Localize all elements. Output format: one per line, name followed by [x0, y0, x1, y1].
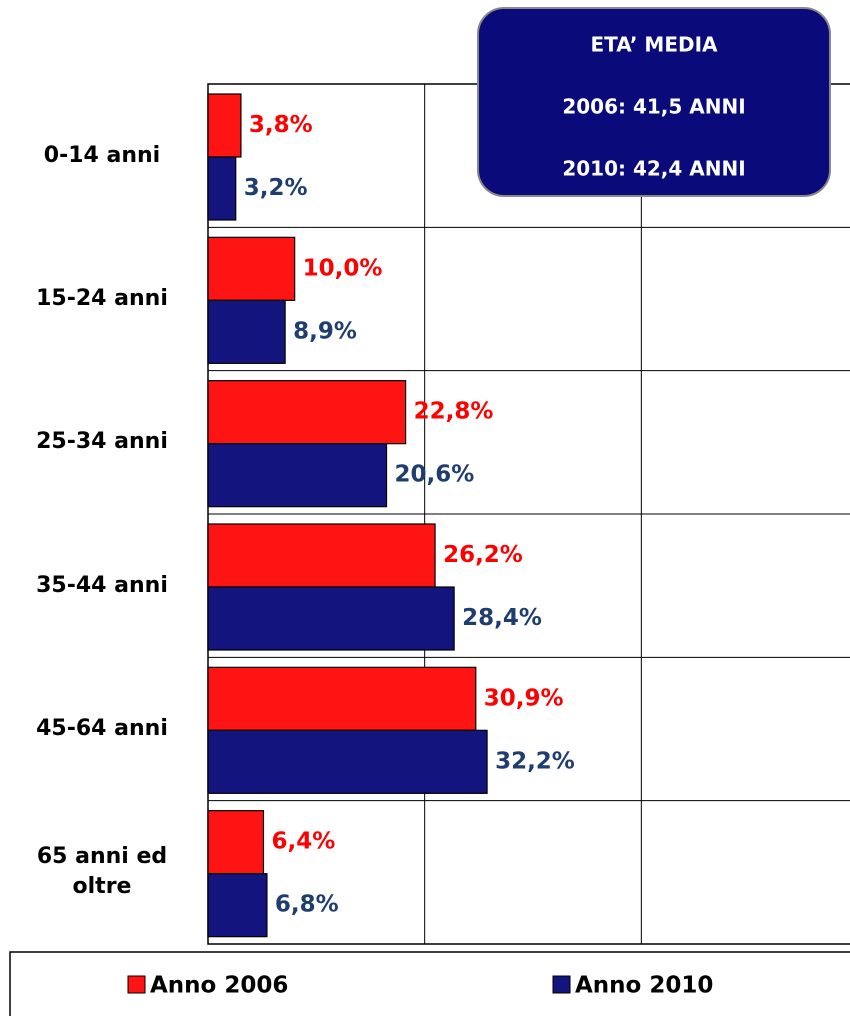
- bar: [207, 810, 265, 875]
- category-text: 45-64 anni: [36, 715, 168, 741]
- legend-label: Anno 2006: [150, 973, 288, 999]
- value-label: 3,8%: [249, 112, 313, 138]
- value-label: 3,2%: [244, 175, 308, 201]
- category-label: 35-44 anni: [0, 514, 204, 657]
- info-text: 2006: 41,5 ANNI: [562, 95, 745, 119]
- info-box: [477, 7, 831, 197]
- value-label: 22,8%: [414, 399, 494, 425]
- value-label: 32,2%: [495, 748, 575, 774]
- category-text: 0-14 anni: [43, 142, 161, 168]
- value-label: 30,9%: [484, 685, 564, 711]
- value-label: 20,6%: [395, 462, 475, 488]
- value-label: 26,2%: [443, 542, 523, 568]
- category-label: 0-14 anni: [0, 84, 204, 227]
- bar: [207, 380, 407, 445]
- value-label: 6,4%: [271, 829, 335, 855]
- info-text: ETA’ MEDIA: [590, 33, 718, 57]
- bar: [207, 93, 242, 158]
- category-label: 25-34 anni: [0, 371, 204, 514]
- category-text: 15-24 anni: [36, 285, 168, 311]
- bar: [207, 873, 268, 938]
- legend-swatch: [552, 975, 571, 994]
- value-label: 10,0%: [303, 255, 383, 281]
- category-text: 65 anni ed oltre: [36, 844, 168, 900]
- category-label: 65 anni ed oltre: [0, 801, 204, 944]
- bar: [207, 299, 286, 364]
- category-text: 25-34 anni: [36, 429, 168, 455]
- bar: [207, 156, 237, 221]
- bar: [207, 443, 388, 508]
- bar: [207, 666, 477, 731]
- value-label: 6,8%: [275, 892, 339, 918]
- info-text: 2010: 42,4 ANNI: [562, 157, 745, 181]
- bar: [207, 729, 488, 794]
- legend-label: Anno 2010: [575, 973, 713, 999]
- bar: [207, 236, 296, 301]
- value-label: 8,9%: [293, 318, 357, 344]
- value-label: 28,4%: [462, 605, 542, 631]
- legend: [9, 951, 850, 1016]
- bar: [207, 586, 455, 651]
- legend-swatch: [127, 975, 146, 994]
- category-label: 15-24 anni: [0, 227, 204, 370]
- category-label: 45-64 anni: [0, 657, 204, 800]
- bar: [207, 523, 436, 588]
- category-text: 35-44 anni: [36, 572, 168, 598]
